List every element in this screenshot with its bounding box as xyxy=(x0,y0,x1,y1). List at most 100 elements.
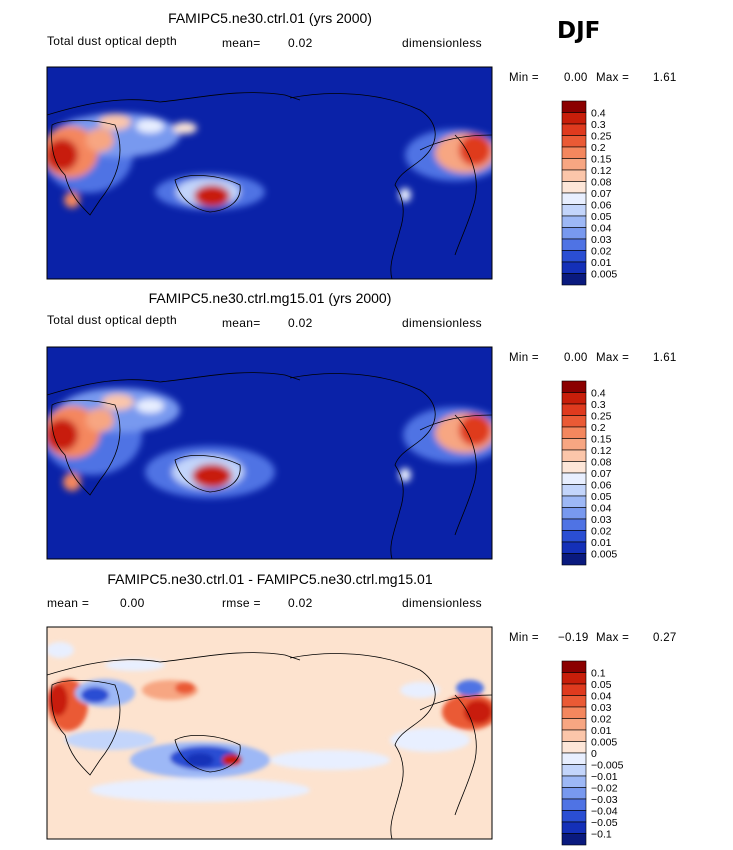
panel3-coastlines xyxy=(47,652,492,839)
panel2-mean-value: 0.02 xyxy=(288,316,313,330)
colorbar-tick-label: 0.005 xyxy=(591,737,617,749)
colorbar-tick-label: 0.15 xyxy=(591,434,612,446)
colorbar-box xyxy=(561,553,587,566)
colorbar-box xyxy=(561,775,587,788)
colorbar-box xyxy=(561,764,587,777)
colorbar-tick-label: 0.05 xyxy=(591,679,612,691)
colorbar-box xyxy=(561,273,587,286)
colorbar-tick-label: 0.01 xyxy=(591,537,612,549)
colorbar-tick-label: 0.02 xyxy=(591,246,612,258)
colorbar-tick-label: 0.04 xyxy=(591,223,612,235)
colorbar-box xyxy=(561,683,587,696)
colorbar-tick-label: 0.07 xyxy=(591,188,612,200)
colorbar-box xyxy=(561,672,587,685)
colorbar-box xyxy=(561,484,587,497)
panel1-min-value: 0.00 xyxy=(564,72,588,84)
colorbar-box xyxy=(561,250,587,263)
colorbar-box xyxy=(561,449,587,462)
panel3-max-label: Max = xyxy=(596,632,630,644)
colorbar-box xyxy=(561,261,587,274)
colorbar-box xyxy=(561,530,587,543)
colorbar-tick-label: 0.08 xyxy=(591,177,612,189)
colorbar-box xyxy=(561,495,587,508)
colorbar-box xyxy=(561,541,587,554)
colorbar-box xyxy=(561,123,587,136)
panel1-max-value: 1.61 xyxy=(653,72,677,84)
colorbar-tick-label: 0.08 xyxy=(591,457,612,469)
colorbar-box xyxy=(561,415,587,428)
colorbar-tick-label: 0.3 xyxy=(591,399,606,411)
colorbar-tick-label: 0.2 xyxy=(591,422,606,434)
colorbar-tick-label: 0.02 xyxy=(591,714,612,726)
panel1-dust-field xyxy=(47,113,492,210)
panel1-units: dimensionless xyxy=(402,36,482,50)
colorbar-tick-label: 0.1 xyxy=(591,668,606,680)
colorbar-box xyxy=(561,741,587,754)
colorbar-box xyxy=(561,238,587,251)
colorbar-box xyxy=(561,192,587,205)
colorbar-tick-label: 0.005 xyxy=(591,549,617,561)
panel2-min-value: 0.00 xyxy=(564,352,588,364)
panel2-max-label: Max = xyxy=(596,352,630,364)
colorbar-tick-label: 0.03 xyxy=(591,234,612,246)
colorbar-tick-label: 0.05 xyxy=(591,491,612,503)
colorbar-box xyxy=(561,695,587,708)
colorbar-box xyxy=(561,821,587,834)
colorbar-box xyxy=(561,146,587,159)
panel1-variable: Total dust optical depth xyxy=(47,34,177,48)
panel3-title: FAMIPC5.ne30.ctrl.01 - FAMIPC5.ne30.ctrl… xyxy=(107,571,433,587)
panel3-frame xyxy=(46,626,493,840)
colorbar-tick-label: −0.03 xyxy=(591,794,618,806)
panel3-mean-value: 0.00 xyxy=(120,596,145,610)
colorbar-tick-label: 0.03 xyxy=(591,514,612,526)
colorbar-box xyxy=(561,392,587,405)
panel3-units: dimensionless xyxy=(402,596,482,610)
panel3-rmse-value: 0.02 xyxy=(288,596,313,610)
colorbar-tick-label: −0.02 xyxy=(591,783,618,795)
panel3-max-value: 0.27 xyxy=(653,632,677,644)
colorbar-tick-label: 0.3 xyxy=(591,119,606,131)
panel1-min-label: Min = xyxy=(509,72,539,84)
panel2-min-label: Min = xyxy=(509,352,539,364)
colorbar-tick-label: 0.2 xyxy=(591,142,606,154)
panel1-frame xyxy=(46,66,493,280)
colorbar-tick-label: 0.04 xyxy=(591,691,612,703)
panel2-max-value: 1.61 xyxy=(653,352,677,364)
colorbar-tick-label: 0.02 xyxy=(591,526,612,538)
colorbar-box xyxy=(561,798,587,811)
colorbar-box xyxy=(561,507,587,520)
colorbar-box xyxy=(561,438,587,451)
colorbar-box xyxy=(561,403,587,416)
colorbar-tick-label: −0.005 xyxy=(591,760,624,772)
colorbar-tick-label: 0.12 xyxy=(591,165,612,177)
colorbar-tick-label: 0.25 xyxy=(591,411,612,423)
colorbar-box xyxy=(561,158,587,171)
panel2-variable: Total dust optical depth xyxy=(47,313,177,327)
colorbar-box xyxy=(561,204,587,217)
colorbar-box xyxy=(561,810,587,823)
colorbar-box xyxy=(561,380,587,393)
colorbar-box xyxy=(561,169,587,182)
panel3-map xyxy=(47,627,492,839)
panel2-units: dimensionless xyxy=(402,316,482,330)
colorbar-box xyxy=(561,426,587,439)
panel3-difference-field xyxy=(47,642,492,802)
panel3-colorbar: 0.10.050.040.030.020.010.0050−0.005−0.01… xyxy=(561,660,624,846)
colorbar-tick-label: 0.15 xyxy=(591,154,612,166)
colorbar-box xyxy=(561,227,587,240)
colorbar-tick-label: 0.04 xyxy=(591,503,612,515)
panel3-min-label: Min = xyxy=(509,632,539,644)
colorbar-box xyxy=(561,833,587,846)
colorbar-tick-label: 0.005 xyxy=(591,269,617,281)
colorbar-box xyxy=(561,660,587,673)
panel2-mean-label: mean= xyxy=(222,316,261,330)
panel3-mean-label: mean = xyxy=(47,596,90,610)
colorbar-tick-label: 0.06 xyxy=(591,200,612,212)
colorbar-box xyxy=(561,518,587,531)
panel1-mean-value: 0.02 xyxy=(288,36,313,50)
colorbar-tick-label: 0.25 xyxy=(591,131,612,143)
colorbar-tick-label: −0.04 xyxy=(591,806,618,818)
panel1-coastlines xyxy=(47,92,492,279)
colorbar-box xyxy=(561,718,587,731)
